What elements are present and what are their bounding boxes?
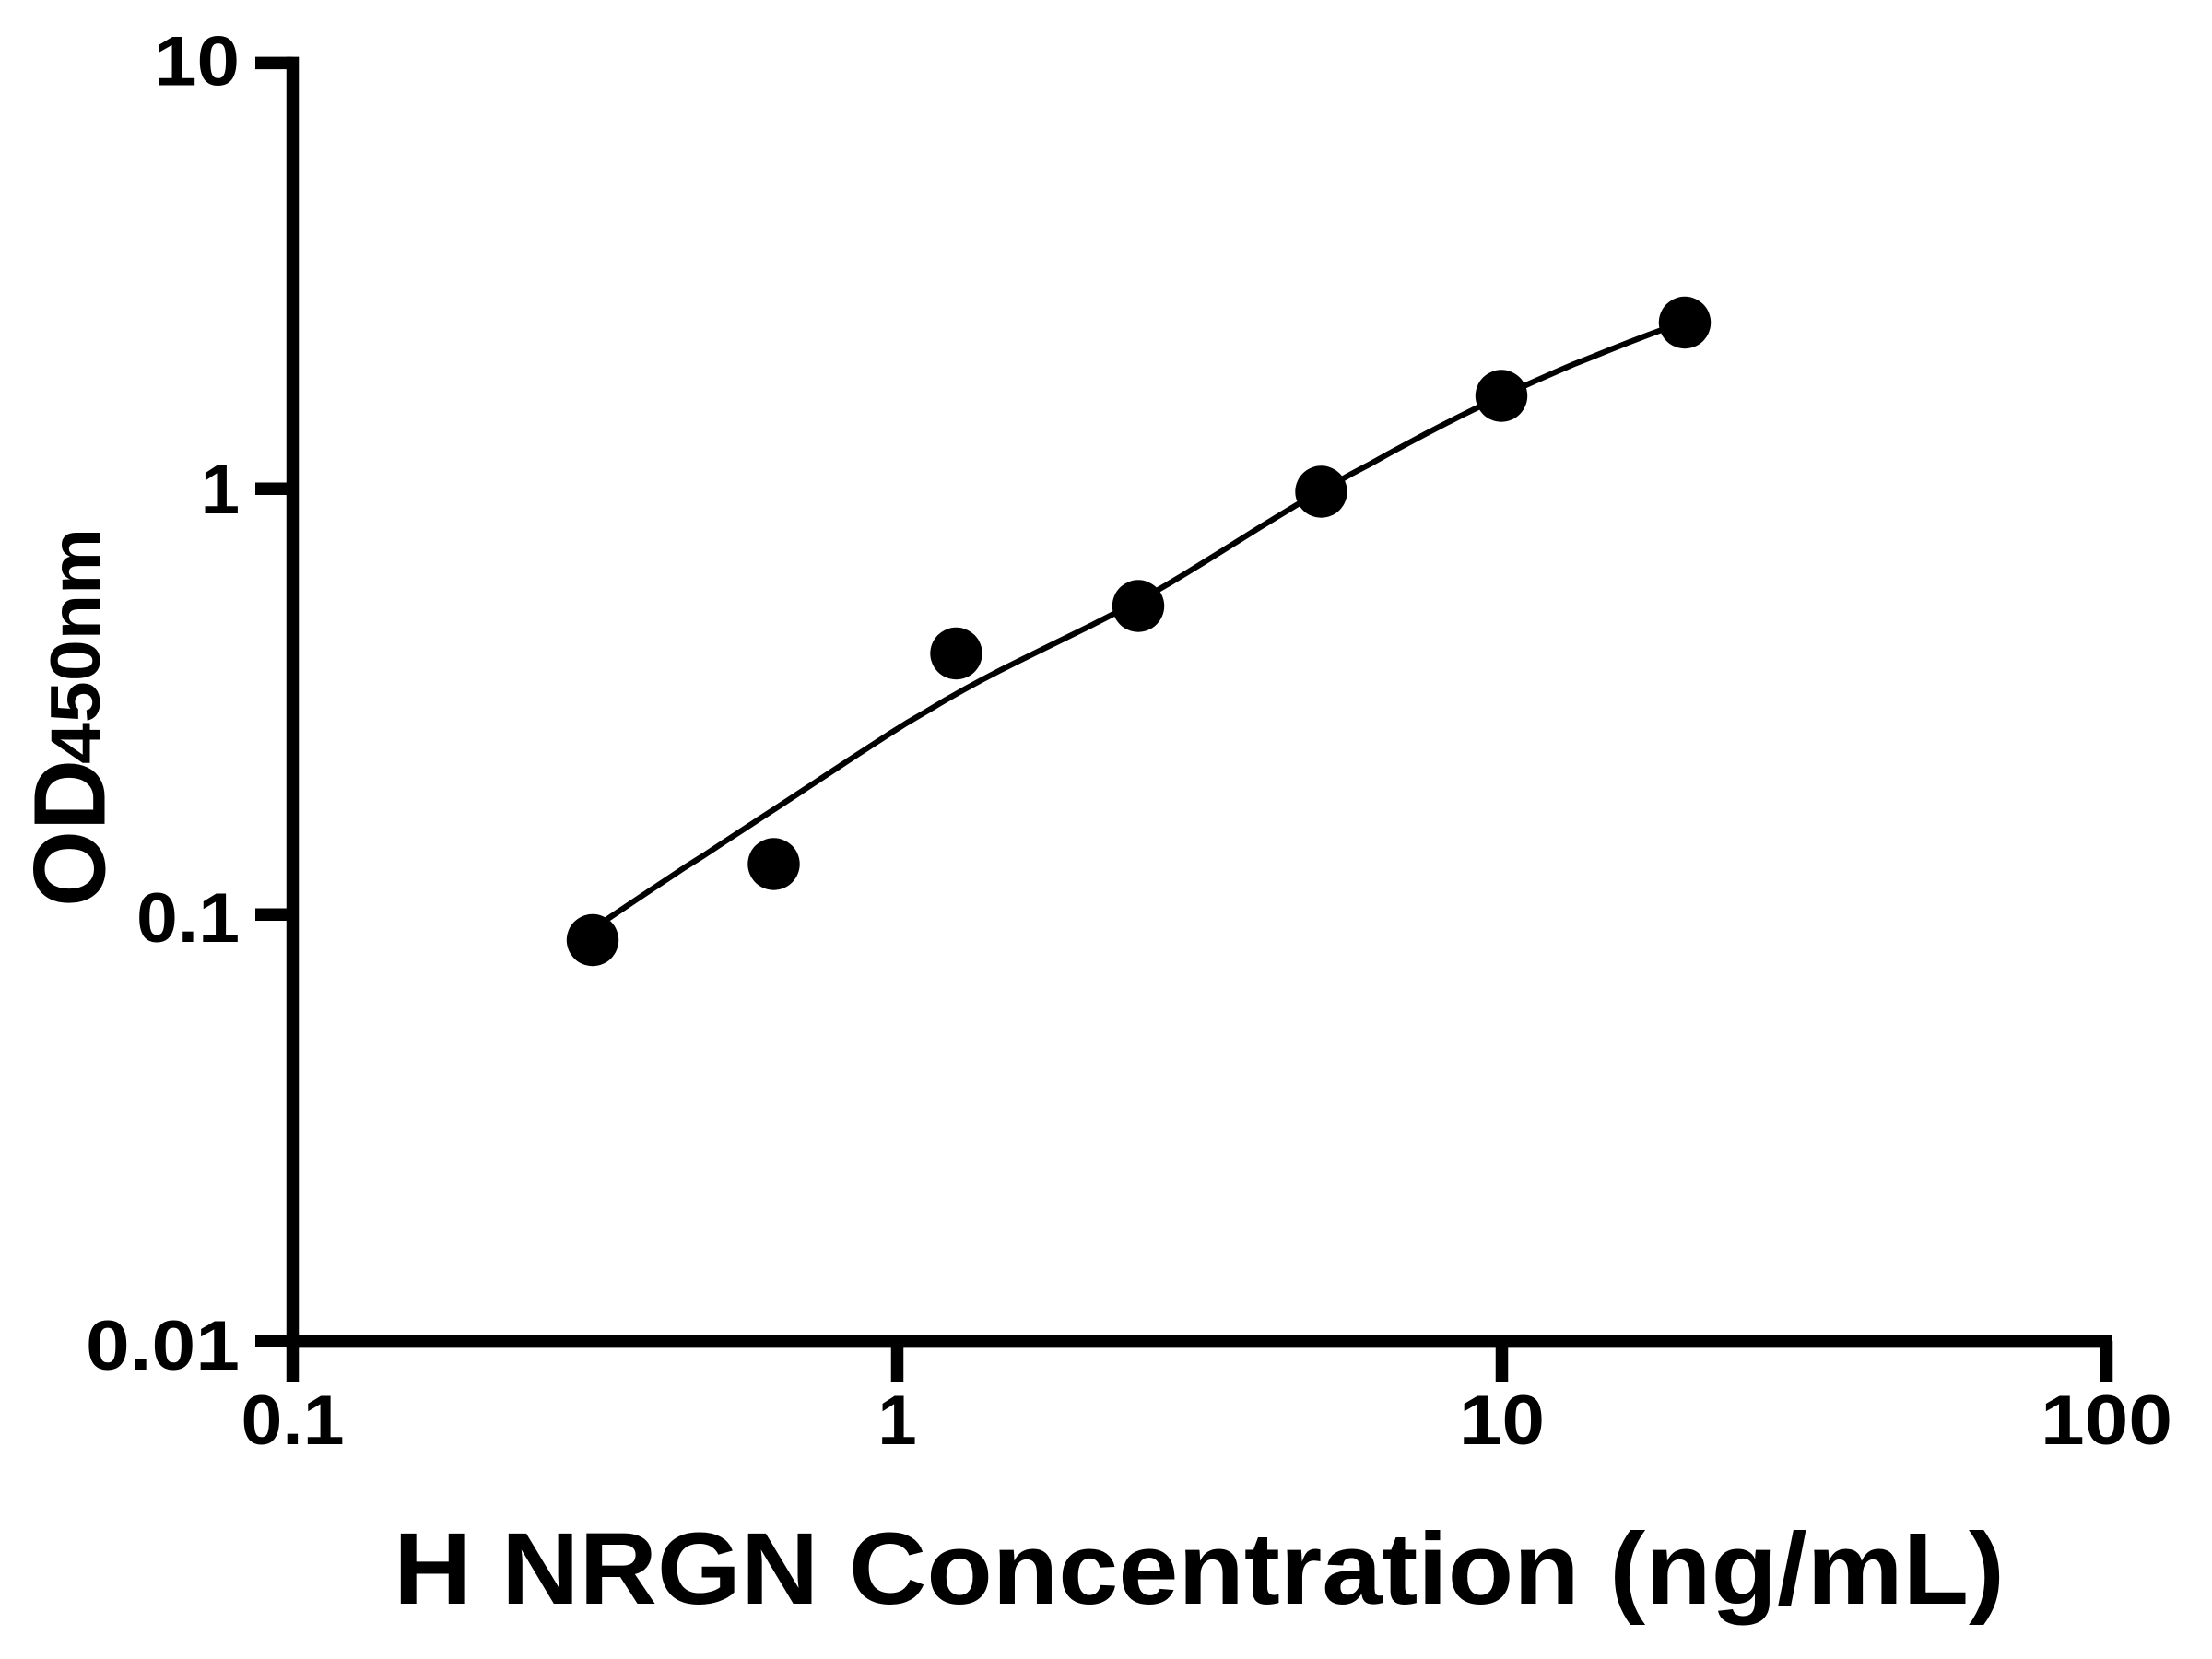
svg-text:0.1: 0.1 <box>241 1382 345 1460</box>
svg-text:10: 10 <box>154 23 240 101</box>
svg-text:1: 1 <box>877 1382 916 1460</box>
svg-text:0.01: 0.01 <box>86 1307 240 1385</box>
svg-text:100: 100 <box>2041 1382 2172 1460</box>
svg-text:OD450nm: OD450nm <box>13 528 126 907</box>
svg-text:10: 10 <box>1459 1382 1545 1460</box>
svg-text:1: 1 <box>201 451 240 529</box>
svg-text:0.1: 0.1 <box>136 879 240 958</box>
svg-text:H NRGN Concentration (ng/mL): H NRGN Concentration (ng/mL) <box>394 1512 2005 1626</box>
